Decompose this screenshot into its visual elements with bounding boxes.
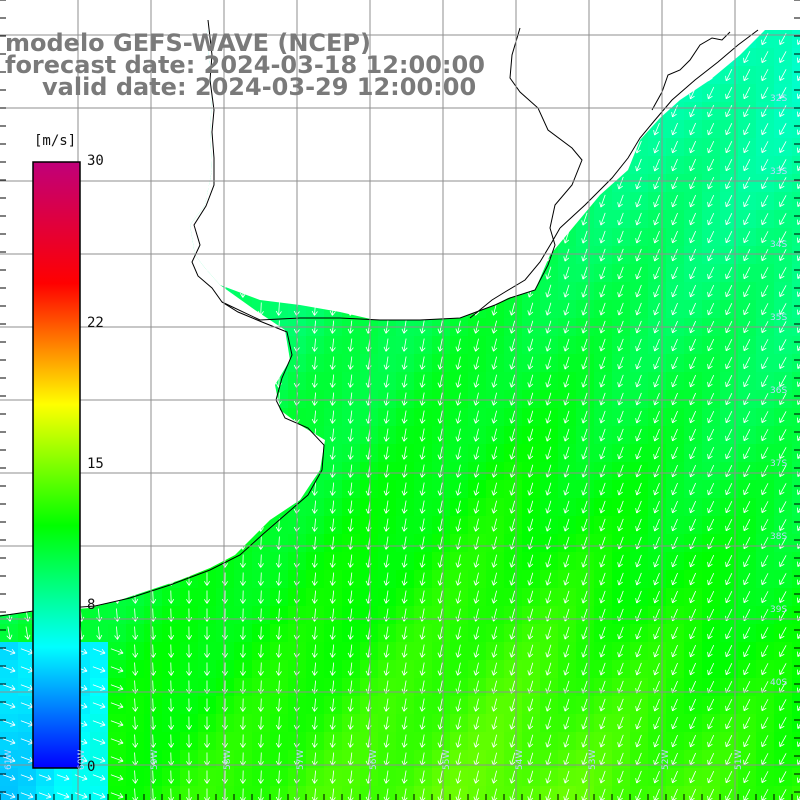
field-cell bbox=[72, 786, 91, 800]
field-cell bbox=[792, 228, 800, 247]
field-cell bbox=[792, 642, 800, 661]
field-cell bbox=[792, 624, 800, 643]
field-cell bbox=[90, 786, 109, 800]
longitude-label: 55W bbox=[442, 749, 452, 770]
colorbar-tick-label: 15 bbox=[87, 456, 104, 472]
field-cell bbox=[792, 210, 800, 229]
wind-arrow bbox=[78, 50, 85, 64]
field-cell bbox=[792, 354, 800, 373]
colorbar-tick-label: 22 bbox=[87, 314, 104, 331]
field-cell bbox=[792, 444, 800, 463]
field-cell bbox=[792, 480, 800, 499]
field-cell bbox=[792, 372, 800, 391]
field-cell bbox=[792, 534, 800, 553]
field-cell bbox=[792, 282, 800, 301]
field-cell bbox=[792, 120, 800, 139]
field-cell bbox=[612, 786, 631, 800]
field-cell bbox=[792, 66, 800, 85]
latitude-label: 39S bbox=[770, 605, 788, 615]
wind-arrow bbox=[60, 50, 67, 64]
field-cell bbox=[720, 786, 739, 800]
longitude-label: 61W bbox=[4, 749, 14, 770]
field-cell bbox=[792, 732, 800, 751]
field-cell bbox=[54, 786, 73, 800]
field-cell bbox=[792, 552, 800, 571]
longitude-label: 54W bbox=[515, 749, 525, 770]
field-cell bbox=[738, 786, 757, 800]
field-cell bbox=[792, 102, 800, 121]
field-cell bbox=[792, 426, 800, 445]
field-cell bbox=[702, 786, 721, 800]
latitude-label: 35S bbox=[770, 313, 788, 323]
latitude-label: 32S bbox=[770, 94, 788, 104]
field-cell bbox=[792, 498, 800, 517]
longitude-label: 56W bbox=[369, 749, 379, 770]
latitude-label: 38S bbox=[770, 532, 788, 542]
wind-arrow bbox=[24, 50, 31, 64]
land-area bbox=[0, 0, 800, 615]
field-cell bbox=[792, 84, 800, 103]
field-cell bbox=[792, 48, 800, 67]
field-cell bbox=[108, 786, 127, 800]
field-cell bbox=[18, 786, 37, 800]
longitude-label: 51W bbox=[734, 749, 744, 770]
field-cell bbox=[594, 786, 613, 800]
field-cell bbox=[792, 750, 800, 769]
field-cell bbox=[648, 786, 667, 800]
field-cell bbox=[792, 156, 800, 175]
field-cell bbox=[0, 786, 19, 800]
field-cell bbox=[792, 138, 800, 157]
field-cell bbox=[792, 660, 800, 679]
field-cell bbox=[792, 408, 800, 427]
field-cell bbox=[774, 786, 793, 800]
title-valid-date: valid date: 2024-03-29 12:00:00 bbox=[42, 73, 477, 101]
wind-arrow bbox=[42, 50, 49, 64]
colorbar-tick-label: 30 bbox=[87, 153, 104, 169]
colorbar-tick-label: 8 bbox=[87, 597, 96, 614]
land-polygon-west bbox=[0, 0, 325, 615]
latitude-label: 34S bbox=[770, 240, 788, 250]
field-cell bbox=[792, 462, 800, 481]
field-cell bbox=[792, 336, 800, 355]
field-cell bbox=[666, 786, 685, 800]
colorbar-unit: [m/s] bbox=[34, 133, 77, 149]
colorbar-tick-label: 0 bbox=[87, 759, 96, 775]
field-cell bbox=[630, 786, 649, 800]
longitude-label: 58W bbox=[223, 749, 233, 770]
field-cell bbox=[792, 516, 800, 535]
field-cell bbox=[756, 786, 775, 800]
field-cell bbox=[792, 174, 800, 193]
wind-arrow bbox=[6, 50, 13, 64]
land-polygon bbox=[0, 0, 800, 320]
latitude-label: 40S bbox=[770, 678, 788, 688]
field-cell bbox=[792, 30, 800, 49]
field-cell bbox=[792, 678, 800, 697]
longitude-label: 59W bbox=[150, 749, 160, 770]
field-cell bbox=[792, 192, 800, 211]
longitude-label: 57W bbox=[296, 749, 306, 770]
field-cell bbox=[792, 768, 800, 787]
field-cell bbox=[792, 390, 800, 409]
longitude-label: 53W bbox=[588, 749, 598, 770]
field-cell bbox=[576, 786, 595, 800]
field-cell bbox=[792, 300, 800, 319]
longitude-label: 52W bbox=[661, 749, 671, 770]
field-cell bbox=[792, 264, 800, 283]
field-cell bbox=[684, 786, 703, 800]
latitude-label: 37S bbox=[770, 459, 788, 469]
field-cell bbox=[792, 714, 800, 733]
field-cell bbox=[792, 588, 800, 607]
latitude-label: 36S bbox=[770, 386, 788, 396]
latitude-label: 33S bbox=[770, 167, 788, 177]
field-cell bbox=[792, 696, 800, 715]
field-cell bbox=[792, 786, 800, 800]
colorbar-gradient bbox=[32, 161, 81, 769]
field-cell bbox=[792, 606, 800, 625]
field-cell bbox=[792, 570, 800, 589]
longitude-label: 60W bbox=[77, 749, 87, 770]
field-cell bbox=[792, 246, 800, 265]
field-cell bbox=[36, 786, 55, 800]
colorbar bbox=[32, 161, 81, 769]
